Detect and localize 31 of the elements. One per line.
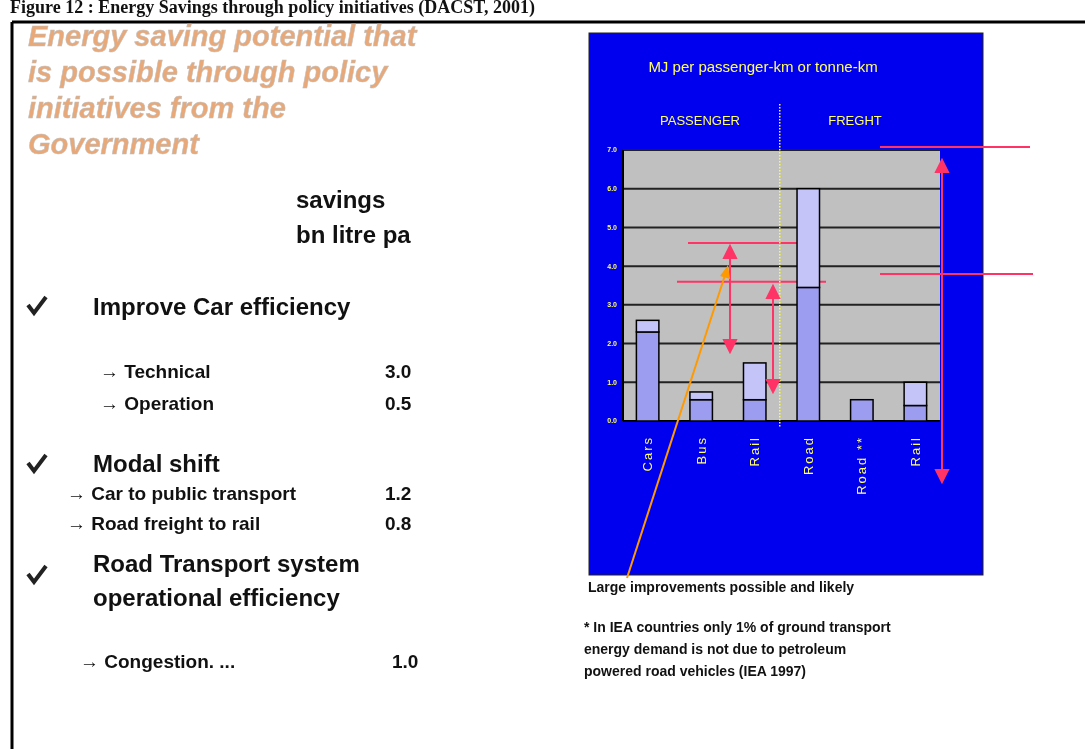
x-tick-label: Cars	[640, 436, 656, 472]
x-tick-label: Bus	[693, 436, 709, 465]
text: → Road freight to rail	[67, 513, 261, 534]
text: 1.2	[385, 483, 412, 504]
text: operational efficiency	[93, 584, 341, 611]
text: → Technical	[100, 361, 211, 382]
text: → Congestion. ...	[80, 651, 236, 672]
text: 3.0	[385, 361, 412, 382]
text: Improve Car efficiency	[93, 293, 352, 320]
text: FREGHT	[828, 113, 882, 128]
x-tick-label: Rail	[747, 436, 763, 467]
text: Energy saving potential that is possible through policy initiatives from the Government	[28, 20, 418, 160]
text: Modal shift	[93, 450, 220, 477]
text: * In IEA countries only 1% of ground transport	[584, 619, 892, 635]
caption: Figure 12 : Energy Savings through policy initiatives (DACST, 2001)	[10, 0, 536, 18]
text: powered road vehicles (IEA 1997)	[584, 663, 807, 679]
text: → Car to public transport	[67, 483, 297, 504]
text: bn litre pa	[296, 221, 412, 248]
x-tick-label: Rail	[907, 436, 923, 467]
text: → Operation	[100, 393, 215, 414]
text: Large improvements possible and likely	[588, 579, 855, 595]
text: savings	[296, 186, 386, 213]
x-tick-label: Road **	[854, 436, 870, 495]
text: 1.0	[392, 651, 419, 672]
text: 0.8	[385, 513, 412, 534]
text: PASSENGER	[660, 113, 740, 128]
text: energy demand is not due to petroleum	[584, 641, 847, 657]
chart-title: MJ per passenger-km or tonne-km	[648, 58, 878, 75]
text: Road Transport system	[93, 550, 360, 577]
x-tick-label: Road	[800, 436, 816, 476]
text: 0.5	[385, 393, 412, 414]
